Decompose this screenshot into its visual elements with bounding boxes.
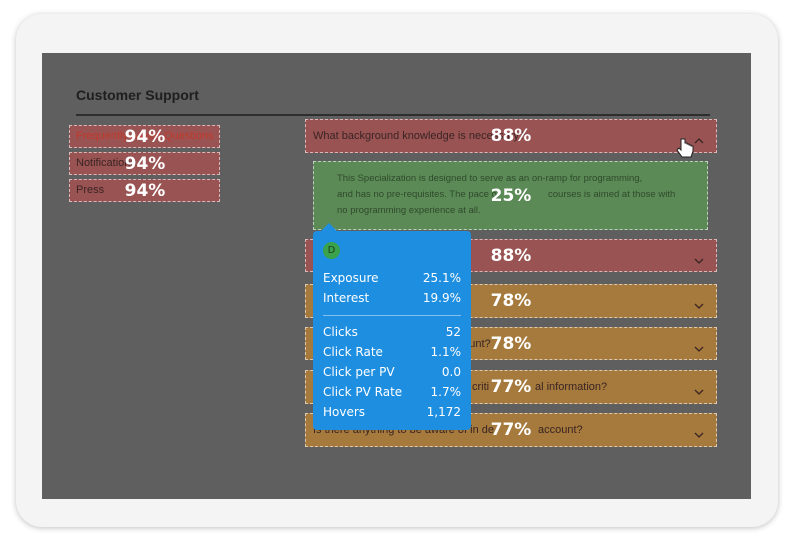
answer-text: no programming experience at all. — [337, 205, 481, 216]
metric-value: 25.1% — [422, 271, 461, 285]
question-text: criti — [472, 381, 490, 393]
accordion-item — [313, 161, 708, 230]
metric-value: 52 — [445, 325, 461, 339]
heat-label: 88% — [490, 126, 532, 146]
heat-label: 94% — [124, 154, 166, 174]
separator — [323, 315, 461, 316]
question-text: al information? — [535, 381, 608, 393]
cursor — [676, 138, 694, 158]
question-text: What background knowledge is necessary? — [313, 130, 526, 142]
metric-value: 19.9% — [422, 291, 461, 305]
nav-label: Frequently Asked Questions — [76, 130, 214, 142]
metric-value: 0.0 — [441, 365, 461, 379]
heat-label: 88% — [490, 245, 532, 266]
page-title: Customer Support — [76, 87, 199, 103]
nav-box — [69, 152, 220, 175]
heat-label: 94% — [124, 181, 166, 201]
chevron — [694, 426, 704, 438]
tooltip: D Exposure 25.1% Interest 19.9% Clicks 52 Clic… — [313, 223, 471, 430]
chevron — [694, 132, 704, 144]
metric-value: 1,172 — [426, 405, 461, 419]
nav-box — [69, 125, 220, 148]
heat-label: 77% — [490, 377, 532, 397]
metric-label: Hovers — [323, 405, 366, 419]
metric-label: Interest — [323, 291, 370, 305]
heat-label: 78% — [490, 291, 532, 311]
badge: D — [323, 242, 340, 259]
metric-label: Click per PV — [323, 365, 395, 379]
nav-box — [69, 179, 220, 202]
metric-label: Click Rate — [323, 345, 383, 359]
answer-text: courses is aimed at those with — [548, 189, 676, 200]
nav-label: Notifications — [76, 157, 136, 169]
screen: Customer Support Frequently Asked Questi… — [42, 53, 751, 499]
metric-value: 1.1% — [430, 345, 462, 359]
chevron — [694, 252, 704, 264]
heat-label: 78% — [490, 333, 532, 354]
answer-text: This Specialization is designed to serve… — [337, 173, 643, 184]
metric-label: Click PV Rate — [323, 385, 403, 399]
accordion-item — [305, 119, 717, 153]
metric-label: Clicks — [323, 325, 358, 339]
heat-label: 25% — [490, 185, 532, 206]
title-rule — [76, 114, 710, 116]
metric-label: Exposure — [323, 271, 379, 285]
metric-value: 1.7% — [430, 385, 462, 399]
chevron — [694, 383, 704, 395]
chevron — [694, 297, 704, 309]
answer-text: and has no pre-requisites. The pace of — [337, 189, 500, 200]
heat-label: 77% — [490, 420, 532, 440]
heat-label: 94% — [124, 127, 166, 147]
chevron — [694, 340, 704, 352]
nav-label: Press — [76, 184, 105, 196]
question-text: account? — [538, 424, 583, 436]
